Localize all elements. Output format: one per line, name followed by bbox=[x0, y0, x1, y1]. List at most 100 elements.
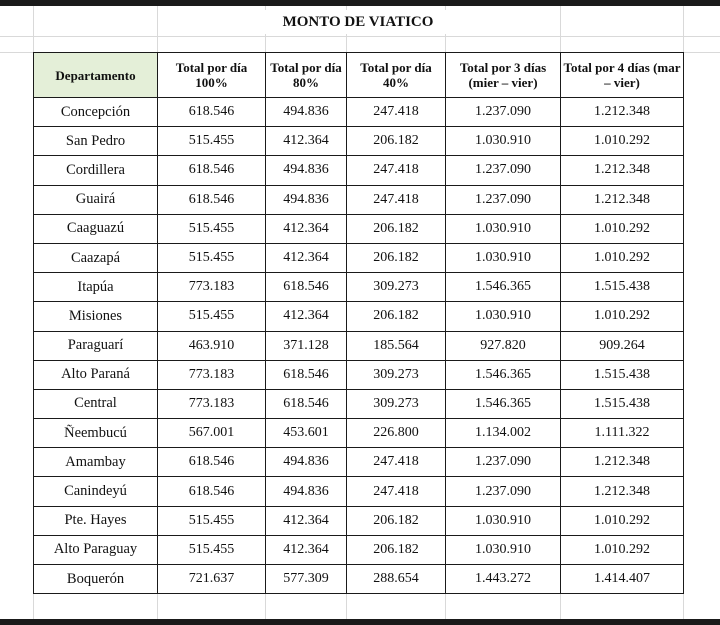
total-3-dias-cell[interactable]: 1.030.910 bbox=[445, 213, 561, 244]
total-3-dias-cell[interactable]: 1.546.365 bbox=[445, 388, 561, 420]
total-dia-40-cell[interactable]: 206.182 bbox=[346, 126, 446, 157]
total-dia-40-cell[interactable]: 206.182 bbox=[346, 242, 446, 274]
total-4-dias-cell[interactable]: 1.212.348 bbox=[560, 155, 684, 186]
total-4-dias-cell[interactable]: 1.515.438 bbox=[560, 359, 684, 390]
total-3-dias-cell[interactable]: 1.237.090 bbox=[445, 447, 561, 478]
total-4-dias-cell[interactable]: 1.212.348 bbox=[560, 96, 684, 128]
total-dia-100-cell[interactable]: 515.455 bbox=[157, 213, 266, 244]
total-dia-40-cell[interactable]: 247.418 bbox=[346, 447, 446, 478]
header-departamento[interactable]: Departamento bbox=[33, 52, 158, 98]
total-dia-40-cell[interactable]: 206.182 bbox=[346, 534, 446, 566]
total-4-dias-cell[interactable]: 1.414.407 bbox=[560, 563, 684, 595]
total-dia-80-cell[interactable]: 618.546 bbox=[265, 272, 347, 303]
departamento-cell[interactable]: Central bbox=[33, 388, 158, 420]
total-4-dias-cell[interactable]: 909.264 bbox=[560, 330, 684, 361]
total-dia-80-cell[interactable]: 494.836 bbox=[265, 184, 347, 215]
total-4-dias-cell[interactable]: 1.111.322 bbox=[560, 418, 684, 449]
total-dia-80-cell[interactable]: 371.128 bbox=[265, 330, 347, 361]
total-dia-80-cell[interactable]: 577.309 bbox=[265, 563, 347, 595]
total-dia-40-cell[interactable]: 309.273 bbox=[346, 388, 446, 420]
total-dia-40-cell[interactable]: 185.564 bbox=[346, 330, 446, 361]
total-dia-100-cell[interactable]: 618.546 bbox=[157, 476, 266, 507]
total-dia-100-cell[interactable]: 618.546 bbox=[157, 155, 266, 186]
total-dia-100-cell[interactable]: 618.546 bbox=[157, 447, 266, 478]
header-total-4-dias[interactable]: Total por 4 días (mar – vier) bbox=[560, 52, 684, 98]
total-3-dias-cell[interactable]: 1.030.910 bbox=[445, 301, 561, 332]
departamento-cell[interactable]: San Pedro bbox=[33, 126, 158, 157]
departamento-cell[interactable]: Alto Paraná bbox=[33, 359, 158, 390]
total-dia-80-cell[interactable]: 412.364 bbox=[265, 534, 347, 566]
total-3-dias-cell[interactable]: 1.237.090 bbox=[445, 155, 561, 186]
header-total-3-dias[interactable]: Total por 3 días (mier – vier) bbox=[445, 52, 561, 98]
total-dia-80-cell[interactable]: 618.546 bbox=[265, 359, 347, 390]
total-dia-80-cell[interactable]: 494.836 bbox=[265, 447, 347, 478]
departamento-cell[interactable]: Misiones bbox=[33, 301, 158, 332]
total-dia-40-cell[interactable]: 206.182 bbox=[346, 505, 446, 536]
total-dia-40-cell[interactable]: 309.273 bbox=[346, 272, 446, 303]
total-4-dias-cell[interactable]: 1.515.438 bbox=[560, 388, 684, 420]
total-dia-100-cell[interactable]: 515.455 bbox=[157, 534, 266, 566]
departamento-cell[interactable]: Concepción bbox=[33, 96, 158, 128]
total-dia-80-cell[interactable]: 412.364 bbox=[265, 242, 347, 274]
total-4-dias-cell[interactable]: 1.010.292 bbox=[560, 301, 684, 332]
total-dia-80-cell[interactable]: 494.836 bbox=[265, 155, 347, 186]
total-dia-40-cell[interactable]: 247.418 bbox=[346, 184, 446, 215]
total-dia-100-cell[interactable]: 618.546 bbox=[157, 96, 266, 128]
total-dia-40-cell[interactable]: 247.418 bbox=[346, 96, 446, 128]
total-dia-80-cell[interactable]: 494.836 bbox=[265, 96, 347, 128]
total-dia-40-cell[interactable]: 309.273 bbox=[346, 359, 446, 390]
total-3-dias-cell[interactable]: 1.237.090 bbox=[445, 184, 561, 215]
departamento-cell[interactable]: Canindeyú bbox=[33, 476, 158, 507]
total-4-dias-cell[interactable]: 1.010.292 bbox=[560, 126, 684, 157]
departamento-cell[interactable]: Paraguarí bbox=[33, 330, 158, 361]
total-4-dias-cell[interactable]: 1.212.348 bbox=[560, 447, 684, 478]
total-3-dias-cell[interactable]: 1.030.910 bbox=[445, 505, 561, 536]
total-dia-100-cell[interactable]: 515.455 bbox=[157, 126, 266, 157]
total-dia-100-cell[interactable]: 721.637 bbox=[157, 563, 266, 595]
total-dia-100-cell[interactable]: 515.455 bbox=[157, 242, 266, 274]
departamento-cell[interactable]: Itapúa bbox=[33, 272, 158, 303]
total-3-dias-cell[interactable]: 1.546.365 bbox=[445, 359, 561, 390]
total-4-dias-cell[interactable]: 1.212.348 bbox=[560, 476, 684, 507]
total-4-dias-cell[interactable]: 1.212.348 bbox=[560, 184, 684, 215]
total-4-dias-cell[interactable]: 1.010.292 bbox=[560, 505, 684, 536]
total-dia-80-cell[interactable]: 412.364 bbox=[265, 505, 347, 536]
departamento-cell[interactable]: Boquerón bbox=[33, 563, 158, 595]
total-dia-100-cell[interactable]: 773.183 bbox=[157, 388, 266, 420]
total-3-dias-cell[interactable]: 1.546.365 bbox=[445, 272, 561, 303]
total-3-dias-cell[interactable]: 1.237.090 bbox=[445, 96, 561, 128]
total-3-dias-cell[interactable]: 1.030.910 bbox=[445, 126, 561, 157]
total-dia-100-cell[interactable]: 515.455 bbox=[157, 301, 266, 332]
total-4-dias-cell[interactable]: 1.010.292 bbox=[560, 213, 684, 244]
total-3-dias-cell[interactable]: 1.134.002 bbox=[445, 418, 561, 449]
total-dia-40-cell[interactable]: 226.800 bbox=[346, 418, 446, 449]
total-dia-100-cell[interactable]: 618.546 bbox=[157, 184, 266, 215]
departamento-cell[interactable]: Amambay bbox=[33, 447, 158, 478]
total-dia-80-cell[interactable]: 412.364 bbox=[265, 213, 347, 244]
total-dia-40-cell[interactable]: 247.418 bbox=[346, 155, 446, 186]
header-total-dia-100[interactable]: Total por día 100% bbox=[157, 52, 266, 98]
departamento-cell[interactable]: Guairá bbox=[33, 184, 158, 215]
total-dia-80-cell[interactable]: 412.364 bbox=[265, 126, 347, 157]
total-3-dias-cell[interactable]: 1.030.910 bbox=[445, 242, 561, 274]
total-dia-100-cell[interactable]: 567.001 bbox=[157, 418, 266, 449]
total-dia-40-cell[interactable]: 206.182 bbox=[346, 301, 446, 332]
total-dia-100-cell[interactable]: 773.183 bbox=[157, 272, 266, 303]
total-dia-80-cell[interactable]: 494.836 bbox=[265, 476, 347, 507]
total-4-dias-cell[interactable]: 1.515.438 bbox=[560, 272, 684, 303]
header-total-dia-40[interactable]: Total por día 40% bbox=[346, 52, 446, 98]
departamento-cell[interactable]: Alto Paraguay bbox=[33, 534, 158, 566]
total-dia-40-cell[interactable]: 206.182 bbox=[346, 213, 446, 244]
total-3-dias-cell[interactable]: 1.237.090 bbox=[445, 476, 561, 507]
departamento-cell[interactable]: Ñeembucú bbox=[33, 418, 158, 449]
total-dia-80-cell[interactable]: 618.546 bbox=[265, 388, 347, 420]
departamento-cell[interactable]: Caaguazú bbox=[33, 213, 158, 244]
total-dia-80-cell[interactable]: 453.601 bbox=[265, 418, 347, 449]
total-4-dias-cell[interactable]: 1.010.292 bbox=[560, 242, 684, 274]
total-3-dias-cell[interactable]: 1.443.272 bbox=[445, 563, 561, 595]
departamento-cell[interactable]: Cordillera bbox=[33, 155, 158, 186]
departamento-cell[interactable]: Pte. Hayes bbox=[33, 505, 158, 536]
total-dia-100-cell[interactable]: 515.455 bbox=[157, 505, 266, 536]
header-total-dia-80[interactable]: Total por día 80% bbox=[265, 52, 347, 98]
total-dia-100-cell[interactable]: 773.183 bbox=[157, 359, 266, 390]
